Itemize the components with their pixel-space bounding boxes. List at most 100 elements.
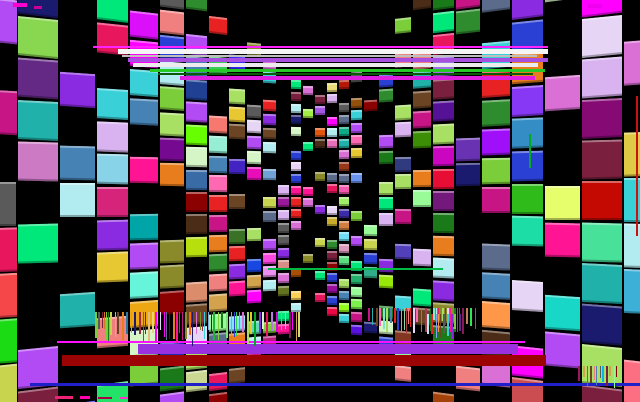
mosaic-tile <box>338 161 349 172</box>
comb-stripe <box>145 312 146 335</box>
comb-stripe <box>583 366 585 377</box>
mosaic-tile <box>60 71 96 109</box>
mosaic-tile <box>315 238 325 247</box>
mosaic-tile <box>263 169 276 181</box>
mosaic-tile <box>544 0 580 3</box>
glitch-dash <box>80 396 90 399</box>
mosaic-tile <box>229 123 246 140</box>
comb-stripe <box>431 314 433 334</box>
mosaic-tile <box>263 197 276 209</box>
mosaic-tile <box>433 168 454 189</box>
mosaic-tile <box>433 100 454 122</box>
mosaic-tile <box>338 79 349 90</box>
mosaic-tile <box>511 280 543 313</box>
comb-stripe <box>200 312 201 331</box>
mosaic-tile <box>412 0 432 11</box>
comb-stripe <box>394 308 396 323</box>
mosaic-tile <box>97 219 129 250</box>
comb-stripe <box>106 312 107 341</box>
mosaic-tile <box>97 0 129 24</box>
mosaic-tile <box>364 99 377 112</box>
mosaic-tile <box>582 384 622 402</box>
comb-stripe <box>616 366 617 377</box>
comb-stripe <box>95 312 97 339</box>
mosaic-tile <box>364 238 377 251</box>
mosaic-tile <box>364 224 377 237</box>
comb-stripe <box>160 312 161 330</box>
mosaic-tile <box>326 94 337 104</box>
comb-stripe <box>281 312 282 330</box>
mosaic-tile <box>394 174 411 190</box>
mosaic-tile <box>378 258 393 273</box>
comb-stripe <box>390 308 392 323</box>
mosaic-tile <box>130 68 158 98</box>
comb-stripe <box>218 312 219 340</box>
comb-stripe <box>292 312 293 330</box>
mosaic-tile <box>433 78 454 100</box>
glitch-streak <box>636 96 638 236</box>
mosaic-tile <box>350 299 363 310</box>
mosaic-tile <box>208 175 228 193</box>
mosaic-tile <box>185 169 207 190</box>
mosaic-tile <box>159 111 184 137</box>
mosaic-tile <box>326 127 337 137</box>
mosaic-tile <box>0 273 17 319</box>
mosaic-tile <box>394 243 411 260</box>
mosaic-tile <box>60 291 96 329</box>
mosaic-tile <box>511 215 543 247</box>
mosaic-tile <box>0 89 17 135</box>
comb-stripe <box>236 312 237 336</box>
mosaic-tile <box>208 273 228 292</box>
mosaic-tile <box>326 250 337 260</box>
mosaic-tile <box>291 197 302 207</box>
mosaic-tile <box>350 210 363 222</box>
mosaic-tile <box>208 16 228 36</box>
mosaic-tile <box>130 98 158 126</box>
mosaic-tile <box>433 190 454 211</box>
comb-stripe <box>234 312 235 337</box>
comb-stripe <box>602 366 604 382</box>
mosaic-tile <box>303 198 314 207</box>
mosaic-tile <box>350 97 363 108</box>
mosaic-tile <box>326 206 337 215</box>
mosaic-tile <box>338 243 349 254</box>
mosaic-tile <box>247 119 262 134</box>
mosaic-tile <box>433 10 454 33</box>
mosaic-tile <box>130 156 158 184</box>
comb-stripe <box>457 308 458 333</box>
mosaic-tile <box>159 264 184 289</box>
comb-stripe <box>164 312 165 337</box>
comb-stripe <box>285 312 286 329</box>
mosaic-tile <box>378 274 393 288</box>
comb-stripe <box>443 314 445 333</box>
mosaic-tile <box>433 213 454 234</box>
mosaic-tile <box>185 101 207 123</box>
mosaic-tile <box>582 262 622 304</box>
mosaic-tile <box>291 91 302 102</box>
mosaic-tile <box>378 212 393 226</box>
mosaic-tile <box>482 186 510 213</box>
comb-stripe <box>383 308 385 330</box>
mosaic-tile <box>208 115 228 134</box>
comb-stripe <box>427 314 429 335</box>
comb-stripe <box>372 308 373 325</box>
mosaic-tile <box>315 271 325 280</box>
mosaic-tile <box>350 324 363 335</box>
comb-stripe <box>176 312 178 343</box>
mosaic-tile <box>511 377 543 402</box>
mosaic-tile <box>97 88 129 121</box>
mosaic-tile <box>185 79 207 101</box>
mosaic-tile <box>412 189 432 208</box>
mosaic-tile <box>263 238 276 251</box>
glitch-streak <box>93 46 548 48</box>
mosaic-tile <box>326 83 337 92</box>
mosaic-tile <box>97 186 129 217</box>
mosaic-tile <box>130 213 158 241</box>
comb-stripe <box>475 308 476 329</box>
mosaic-tile <box>247 289 262 304</box>
comb-stripe <box>189 312 191 335</box>
comb-stripe <box>155 312 157 343</box>
comb-stripe <box>451 314 453 340</box>
glitch-streak <box>150 69 545 72</box>
mosaic-tile <box>303 142 314 152</box>
